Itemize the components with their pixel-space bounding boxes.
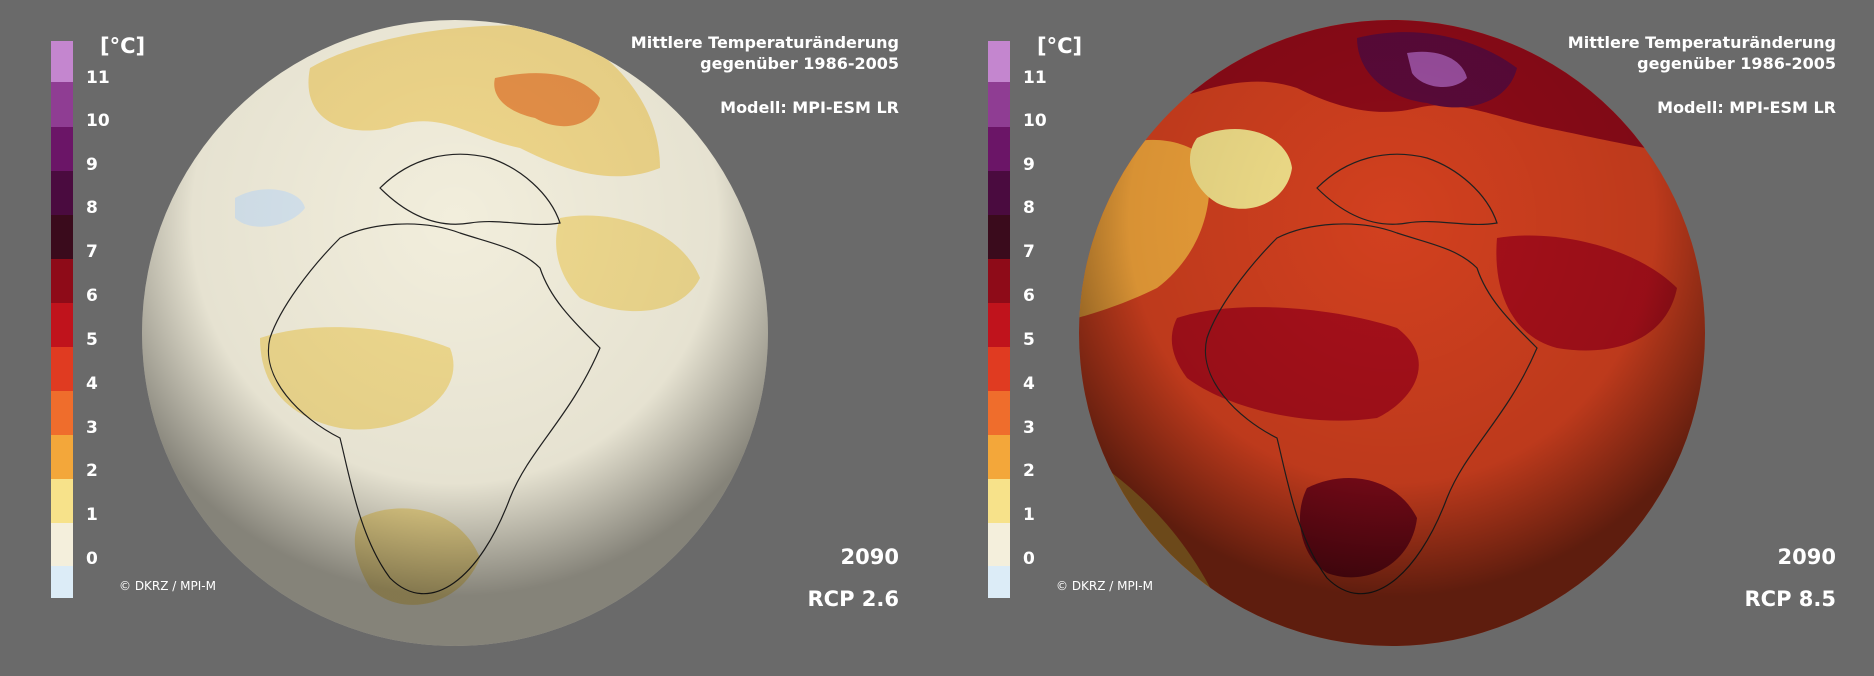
credit-text: © DKRZ / MPI-M [119,579,216,593]
colorbar-seg [51,82,73,127]
colorbar-seg [988,171,1010,215]
panel-rcp26: [°C] 11 10 9 8 7 6 5 4 3 2 1 0 [51,20,900,646]
globe-map-rcp85 [1079,20,1705,646]
year-label: 2090 [840,545,899,569]
colorbar-seg [51,435,73,479]
colorbar-tick: 8 [86,198,98,218]
temperature-colorbar [988,41,1010,598]
colorbar-seg [51,303,73,347]
colorbar-seg [51,259,73,303]
colorbar-seg [988,215,1010,259]
year-label: 2090 [1777,545,1836,569]
colorbar-seg [988,566,1010,598]
colorbar-tick: 4 [86,374,98,394]
credit-text: © DKRZ / MPI-M [1056,579,1153,593]
colorbar-tick: 5 [1023,330,1035,350]
title-line: Mittlere Temperaturänderung [1567,33,1836,52]
colorbar-seg [988,435,1010,479]
colorbar-seg [988,479,1010,523]
colorbar-tick: 8 [1023,198,1035,218]
title-line: gegenüber 1986-2005 [700,54,899,73]
chart-title: Mittlere Temperaturänderung gegenüber 19… [1568,32,1836,74]
colorbar-seg [51,523,73,566]
colorbar-seg [51,479,73,523]
colorbar-seg [51,41,73,82]
colorbar-tick: 2 [86,461,98,481]
colorbar-seg [988,347,1010,391]
colorbar-tick: 0 [1023,549,1035,569]
colorbar-seg [51,127,73,171]
panel-rcp85: [°C] 11 10 9 8 7 6 5 4 3 2 1 0 [937,0,1874,676]
temperature-colorbar [51,41,73,598]
colorbar-tick: 3 [1023,418,1035,438]
colorbar-tick: 10 [86,111,110,131]
colorbar-tick: 0 [86,549,98,569]
colorbar-seg [51,566,73,598]
colorbar-seg [988,259,1010,303]
colorbar-seg [51,171,73,215]
colorbar-tick: 9 [1023,155,1035,175]
colorbar-tick: 2 [1023,461,1035,481]
title-line: Mittlere Temperaturänderung [630,33,899,52]
colorbar-tick: 6 [1023,286,1035,306]
scenario-label: RCP 2.6 [807,587,900,611]
globe-shading [1079,20,1705,646]
title-line: gegenüber 1986-2005 [1637,54,1836,73]
scenario-label: RCP 8.5 [1744,587,1837,611]
colorbar-seg [51,215,73,259]
colorbar-tick: 4 [1023,374,1035,394]
chart-title: Mittlere Temperaturänderung gegenüber 19… [631,32,899,74]
colorbar-tick: 11 [1023,68,1047,88]
colorbar-unit: [°C] [1037,34,1083,58]
colorbar-tick: 11 [86,68,110,88]
colorbar-unit: [°C] [100,34,146,58]
model-label: Modell: MPI-ESM LR [1657,98,1836,117]
colorbar-tick: 7 [1023,242,1035,262]
colorbar-tick: 5 [86,330,98,350]
colorbar-tick: 1 [86,505,98,525]
colorbar-seg [51,391,73,435]
colorbar-seg [988,391,1010,435]
colorbar-seg [988,82,1010,127]
model-label: Modell: MPI-ESM LR [720,98,899,117]
colorbar-seg [51,347,73,391]
colorbar-seg [988,41,1010,82]
colorbar-tick: 10 [1023,111,1047,131]
colorbar-tick: 9 [86,155,98,175]
colorbar-tick: 3 [86,418,98,438]
colorbar-seg [988,523,1010,566]
colorbar-tick: 6 [86,286,98,306]
colorbar-tick: 7 [86,242,98,262]
colorbar-seg [988,303,1010,347]
globe-map-rcp26 [142,20,768,646]
colorbar-tick: 1 [1023,505,1035,525]
globe-shading [142,20,768,646]
colorbar-seg [988,127,1010,171]
